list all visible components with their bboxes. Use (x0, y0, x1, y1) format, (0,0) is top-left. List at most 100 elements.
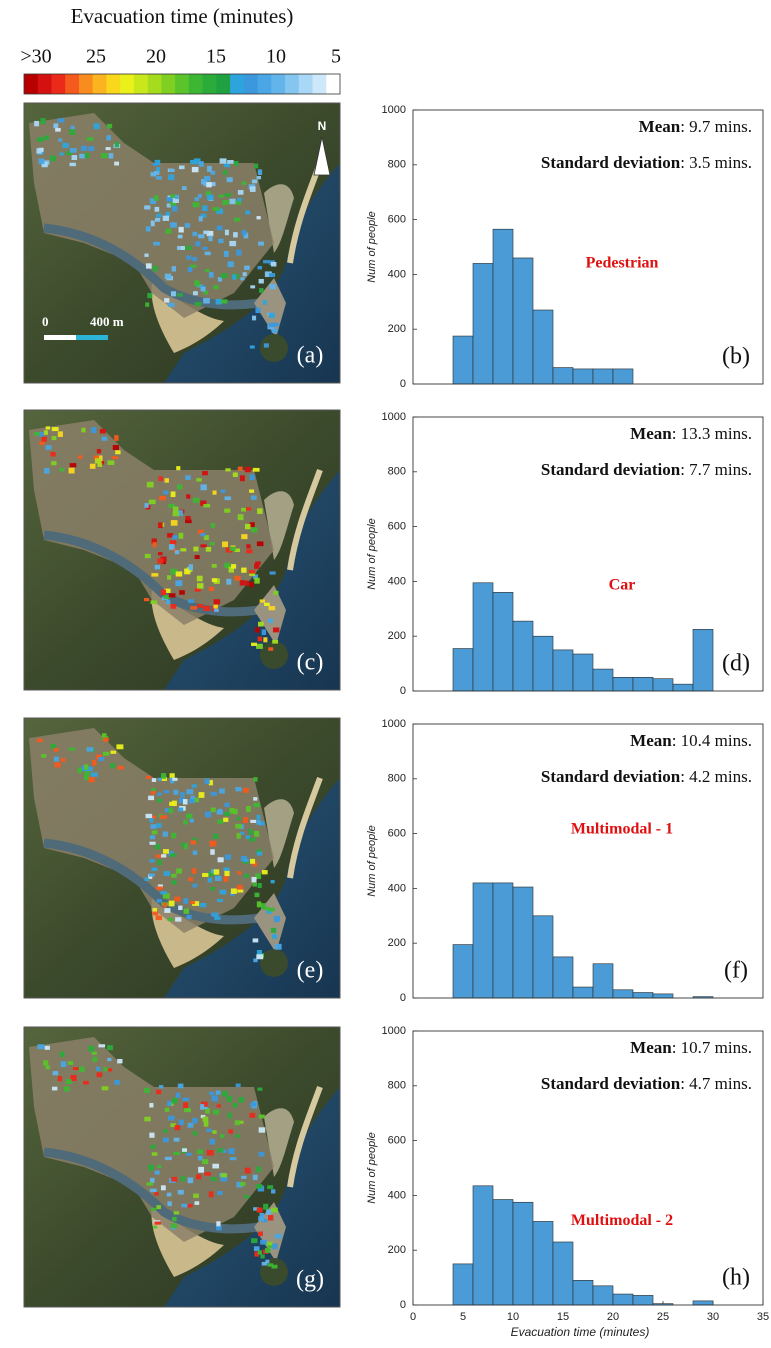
map-building (98, 1044, 106, 1048)
map-building (103, 737, 109, 742)
map-building (249, 474, 255, 481)
map-building (179, 798, 185, 804)
map-building (189, 264, 197, 268)
mean-label: Mean (639, 117, 681, 136)
colorbar-segment (188, 74, 204, 94)
map-building (99, 428, 106, 434)
mode-label: Pedestrian (586, 255, 659, 272)
map-building (257, 883, 262, 888)
map-building (177, 234, 183, 239)
map-building (90, 772, 98, 777)
histogram-bar (472, 582, 494, 692)
map-building (178, 1119, 184, 1126)
map-building (203, 298, 210, 304)
map-building (206, 1149, 214, 1156)
colorbar-segment (271, 74, 286, 94)
map-building (156, 1205, 161, 1210)
map-building (224, 854, 232, 860)
map-building (190, 795, 195, 802)
map-building (114, 141, 119, 148)
map-building (78, 455, 83, 459)
map-building (53, 756, 60, 762)
map-building (152, 911, 159, 916)
histogram-bar (532, 1221, 554, 1306)
map-building (218, 194, 224, 198)
map-building (152, 907, 158, 912)
colorbar-segment (312, 74, 327, 94)
map-building (190, 159, 196, 164)
sd-label: Standard deviation (541, 153, 681, 172)
map-building (237, 197, 242, 202)
map-building (144, 877, 149, 882)
histogram-bar (492, 1199, 514, 1306)
map-building (161, 560, 166, 565)
map-building (204, 1172, 211, 1176)
y-tick-label: 200 (388, 323, 406, 335)
map-building (169, 773, 175, 779)
map-building (91, 1051, 97, 1055)
histogram-bar (472, 263, 494, 385)
map-building (204, 175, 211, 182)
map-building (224, 870, 230, 877)
map-building (218, 238, 224, 244)
colorbar-segment (120, 74, 135, 94)
map-building (162, 893, 170, 899)
histogram-bar (532, 915, 554, 999)
map-building (195, 241, 201, 247)
map-building (51, 435, 57, 441)
map-building (253, 958, 258, 963)
map-building (164, 298, 170, 303)
map-building (175, 194, 180, 200)
y-tick-label: 600 (388, 1135, 406, 1147)
map-building (180, 792, 185, 798)
map-building (164, 478, 169, 483)
map-building (202, 471, 208, 476)
map-building (206, 194, 214, 201)
map-building (101, 733, 107, 738)
colorbar-segment (106, 74, 121, 94)
map-building (150, 815, 156, 819)
map-building (264, 1247, 271, 1253)
map-building (224, 496, 232, 501)
mean-annotation: Mean: 10.4 mins. (630, 731, 752, 750)
map-building (271, 1264, 278, 1269)
map-building (145, 263, 152, 269)
colorbar-tick-label: 25 (86, 46, 106, 68)
map-building (257, 636, 263, 642)
y-tick-label: 600 (388, 521, 406, 533)
map-building (183, 1102, 188, 1109)
map-building (212, 1130, 217, 1134)
map-building (187, 1122, 194, 1128)
map-building (84, 764, 89, 770)
histogram-bar (452, 648, 474, 692)
map-building (228, 1129, 233, 1134)
map-building (245, 805, 251, 812)
map-building (206, 230, 214, 237)
map-building (196, 1174, 202, 1180)
map-building (164, 908, 171, 913)
colorbar-tick-label: >30 (20, 46, 51, 68)
map-panel: (c) (23, 409, 341, 691)
map-building (36, 738, 43, 743)
map-building (235, 1134, 241, 1138)
map-building (171, 873, 177, 878)
map-building (185, 516, 191, 521)
map-building (208, 272, 214, 278)
map-building (228, 566, 235, 573)
map-building (215, 1090, 221, 1095)
mean-label: Mean (630, 1038, 672, 1057)
map-building (152, 265, 158, 272)
map-building (146, 481, 154, 488)
map-building (157, 522, 163, 529)
map-building (171, 266, 176, 272)
map-building (178, 807, 184, 812)
map-building (249, 522, 255, 528)
map-building (234, 575, 241, 581)
map-building (184, 568, 191, 575)
map-building (263, 637, 268, 643)
map-building (59, 152, 64, 156)
map-building (255, 1184, 263, 1189)
map-building (86, 747, 94, 752)
map-building (50, 452, 56, 457)
map-building (272, 639, 279, 644)
